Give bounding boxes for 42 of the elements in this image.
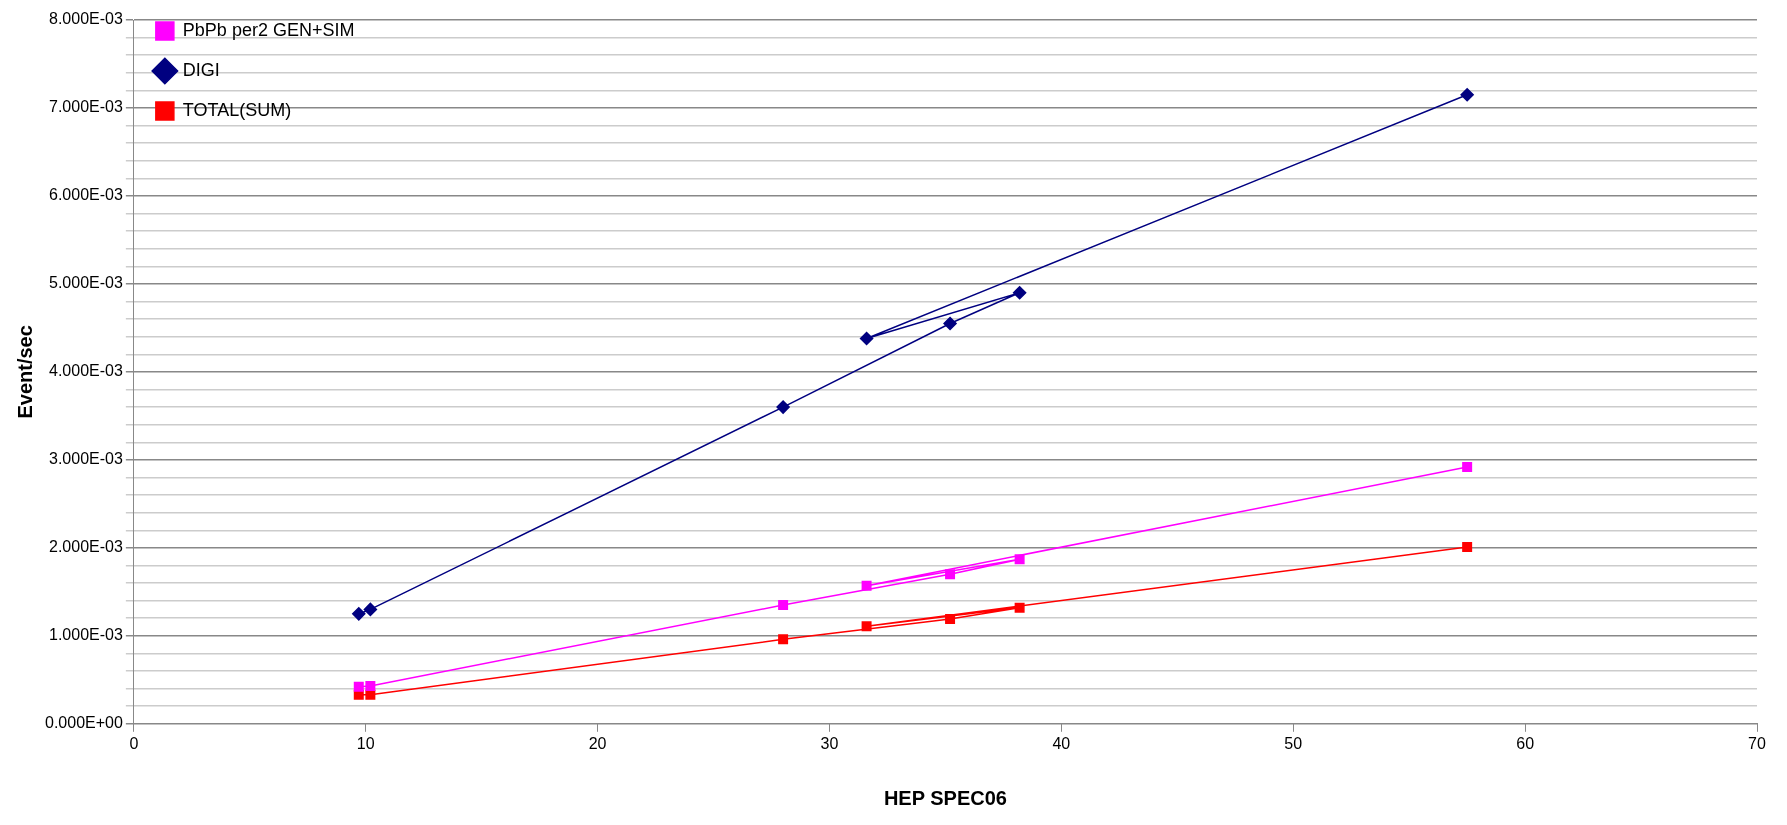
point [859,331,874,346]
y-tick-label: 6.000E-03 [49,186,123,204]
y-axis-title: Event/sec [13,325,36,419]
point [778,600,789,611]
point [861,580,872,591]
y-tick-label: 2.000E-03 [49,538,123,556]
legend-label: PbPb per2 GEN+SIM [182,19,355,40]
point [943,316,957,331]
point [1014,602,1025,613]
x-axis-title: HEP SPEC06 [883,786,1007,809]
y-tick-label: 4.000E-03 [49,362,123,380]
point [776,400,790,414]
point [1012,285,1027,300]
y-tick-label: 5.000E-03 [49,274,123,292]
x-tick-label: 20 [588,734,607,752]
point [1462,461,1473,472]
legend-label: DIGI [182,59,220,80]
point [353,681,364,692]
point [778,634,789,645]
legend-label: TOTAL(SUM) [182,99,292,120]
point [861,621,872,632]
x-tick-label: 30 [820,734,839,752]
point [1462,541,1473,552]
point [352,607,366,621]
point [363,602,378,617]
point [1014,554,1025,565]
x-tick-label: 10 [356,734,375,752]
x-tick-label: 40 [1052,734,1071,752]
y-tick-label: 3.000E-03 [49,450,123,468]
y-tick-label: 7.000E-03 [49,98,123,116]
x-tick-label: 70 [1748,734,1766,752]
point [1460,88,1474,102]
x-tick-label: 0 [129,734,139,752]
y-tick-label: 1.000E-03 [49,626,123,644]
y-tick-label: 8.000E-03 [49,10,123,28]
point [945,569,956,580]
point [365,680,376,691]
x-tick-label: 50 [1284,734,1303,752]
x-tick-label: 60 [1516,734,1535,752]
point [945,614,956,625]
point [365,689,376,700]
y-tick-label: 0.000E+00 [44,714,123,732]
